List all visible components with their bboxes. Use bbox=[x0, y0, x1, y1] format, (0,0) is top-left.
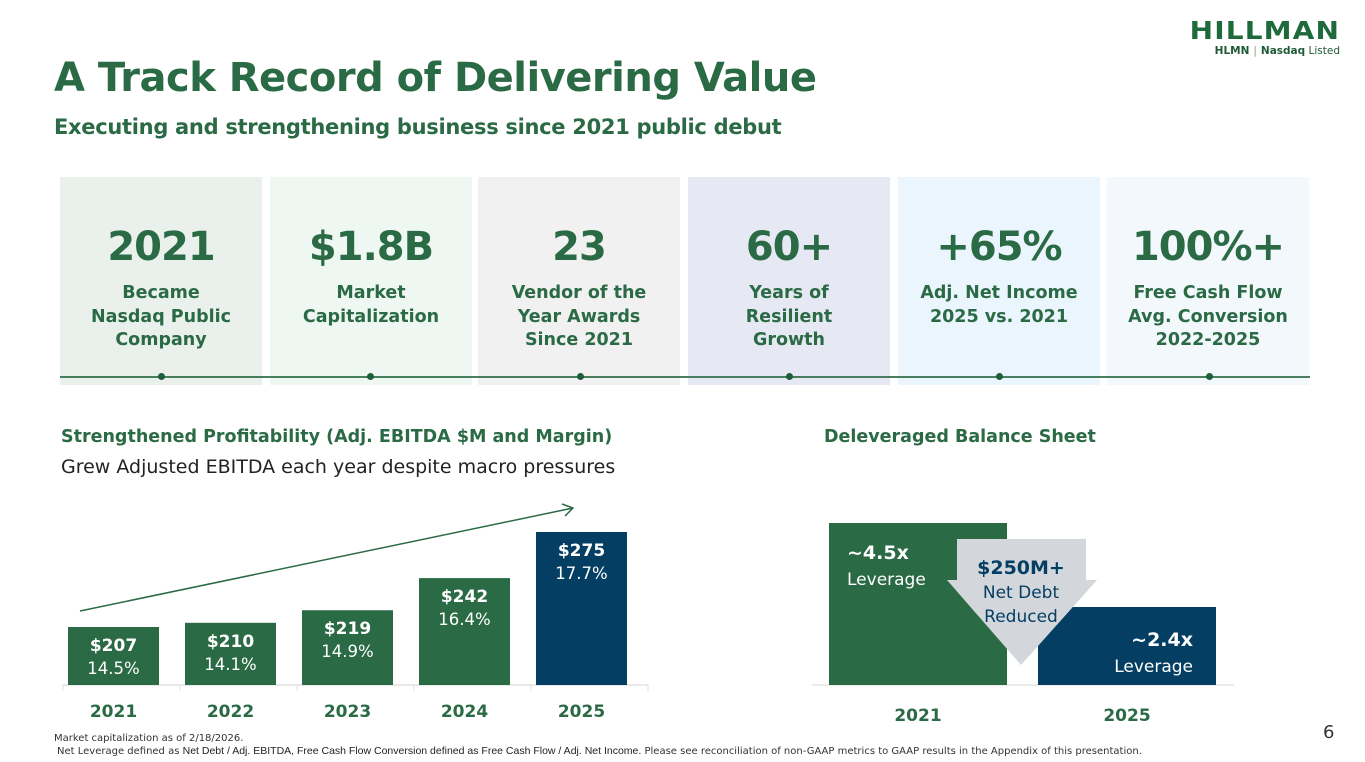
logo-wordmark: HILLMAN bbox=[1189, 16, 1340, 45]
footnote-part: Please see reconciliation of non-GAAP me… bbox=[641, 746, 1142, 757]
ebitda-bar bbox=[302, 610, 393, 685]
leverage-bar-chart: ~4.5x Leverage ~2.4x Leverage $250M+ Net Debt… bbox=[812, 523, 1234, 726]
x-tick-label: 2021 bbox=[894, 706, 941, 726]
timeline-line bbox=[60, 376, 1310, 378]
net-debt-reduced-arrow bbox=[947, 539, 1097, 665]
ebitda-bar bbox=[536, 532, 627, 685]
arrow-text-line: Reduced bbox=[984, 607, 1058, 627]
highlight-value: +65% bbox=[936, 224, 1062, 270]
highlight-label: Free Cash Flow Avg. Conversion 2022-2025 bbox=[1128, 283, 1288, 350]
timeline-dot bbox=[1206, 373, 1213, 380]
x-tick-label: 2024 bbox=[441, 702, 488, 722]
highlight-label: Adj. Net Income 2025 vs. 2021 bbox=[920, 283, 1078, 327]
highlight-label: Years of Resilient Growth bbox=[745, 283, 833, 350]
ebitda-value-label: $275 bbox=[558, 541, 605, 561]
x-tick-label: 2025 bbox=[558, 702, 605, 722]
ebitda-bar-chart: $207 14.5% 2021 $210 14.1% 2022 $219 14.9% 2023 $… bbox=[62, 503, 649, 722]
logo-ticker-line: HLMN | Nasdaq Listed bbox=[1214, 45, 1340, 57]
highlight-card-public: 2021 Became Nasdaq Public Company bbox=[60, 177, 262, 385]
ebitda-margin-label: 17.7% bbox=[555, 564, 607, 583]
ebitda-value-label: $207 bbox=[90, 636, 137, 656]
timeline-dot bbox=[996, 373, 1003, 380]
highlight-card-net-income: +65% Adj. Net Income 2025 vs. 2021 bbox=[898, 177, 1100, 385]
trend-arrow-head bbox=[561, 503, 575, 517]
highlight-card-years: 60+ Years of Resilient Growth bbox=[688, 177, 890, 385]
timeline-dot bbox=[158, 373, 165, 380]
profitability-title: Strengthened Profitability (Adj. EBITDA … bbox=[61, 427, 613, 447]
highlight-value: 100%+ bbox=[1131, 224, 1285, 270]
ebitda-value-label: $219 bbox=[324, 619, 371, 639]
ebitda-bar bbox=[185, 622, 276, 685]
highlight-value: 60+ bbox=[745, 224, 833, 270]
ebitda-bar bbox=[68, 627, 159, 685]
highlight-label: Market Capitalization bbox=[302, 283, 440, 327]
highlight-cards: 2021 Became Nasdaq Public Company $1.8B … bbox=[60, 177, 1310, 385]
ebitda-bar bbox=[419, 578, 510, 685]
arrow-value-label: $250M+ bbox=[977, 557, 1065, 579]
leverage-sublabel: Leverage bbox=[1114, 657, 1193, 677]
page-subtitle: Executing and strengthening business sin… bbox=[54, 115, 782, 139]
ebitda-margin-label: 14.9% bbox=[321, 642, 373, 661]
footnote-part: Net Leverage defined as bbox=[57, 746, 183, 757]
highlight-label: Became Nasdaq Public Company bbox=[90, 283, 231, 350]
leverage-sublabel: Leverage bbox=[847, 570, 926, 590]
leverage-value-label: ~2.4x bbox=[1131, 629, 1193, 651]
highlight-label: Vendor of the Year Awards Since 2021 bbox=[511, 283, 647, 350]
x-tick-label: 2022 bbox=[207, 702, 254, 722]
ebitda-value-label: $242 bbox=[441, 587, 488, 607]
arrow-text-line: Net Debt bbox=[983, 583, 1060, 603]
x-tick-label: 2021 bbox=[90, 702, 137, 722]
highlight-card-vendor-awards: 23 Vendor of the Year Awards Since 2021 bbox=[478, 177, 680, 385]
highlight-card-fcf: 100%+ Free Cash Flow Avg. Conversion 202… bbox=[1107, 177, 1309, 385]
ebitda-margin-label: 16.4% bbox=[438, 610, 490, 629]
hillman-logo: HILLMAN HLMN | Nasdaq Listed bbox=[1178, 18, 1340, 58]
leverage-bar-2025 bbox=[1038, 607, 1216, 685]
ebitda-margin-label: 14.5% bbox=[87, 659, 139, 678]
leverage-value-label: ~4.5x bbox=[847, 542, 909, 564]
footnote-part: Net Debt / Adj. EBITDA, Free Cash Flow C… bbox=[182, 745, 642, 757]
x-tick-label: 2023 bbox=[324, 702, 371, 722]
highlight-value: $1.8B bbox=[308, 224, 434, 270]
balance-sheet-title: Deleveraged Balance Sheet bbox=[824, 427, 1096, 447]
logo-listed: Listed bbox=[1308, 45, 1340, 57]
highlight-value: 2021 bbox=[107, 224, 215, 270]
ebitda-value-label: $210 bbox=[207, 632, 254, 652]
page-number: 6 bbox=[1323, 722, 1335, 743]
timeline-dot bbox=[367, 373, 374, 380]
footnote-market-cap: Market capitalization as of 2/18/2026. bbox=[54, 733, 244, 744]
timeline-dot bbox=[786, 373, 793, 380]
profitability-subtitle: Grew Adjusted EBITDA each year despite m… bbox=[61, 456, 616, 478]
trend-arrow-line bbox=[79, 507, 574, 612]
highlight-card-market-cap: $1.8B Market Capitalization bbox=[270, 177, 472, 385]
page-title: A Track Record of Delivering Value bbox=[54, 55, 817, 101]
footnote-definitions: Net Leverage defined as Net Debt / Adj. … bbox=[57, 745, 1142, 757]
x-tick-label: 2025 bbox=[1103, 706, 1150, 726]
logo-exchange: Nasdaq bbox=[1260, 45, 1306, 57]
highlight-value: 23 bbox=[552, 224, 607, 270]
timeline-dot bbox=[577, 373, 584, 380]
ebitda-margin-label: 14.1% bbox=[204, 655, 256, 674]
logo-ticker: HLMN bbox=[1214, 45, 1250, 57]
